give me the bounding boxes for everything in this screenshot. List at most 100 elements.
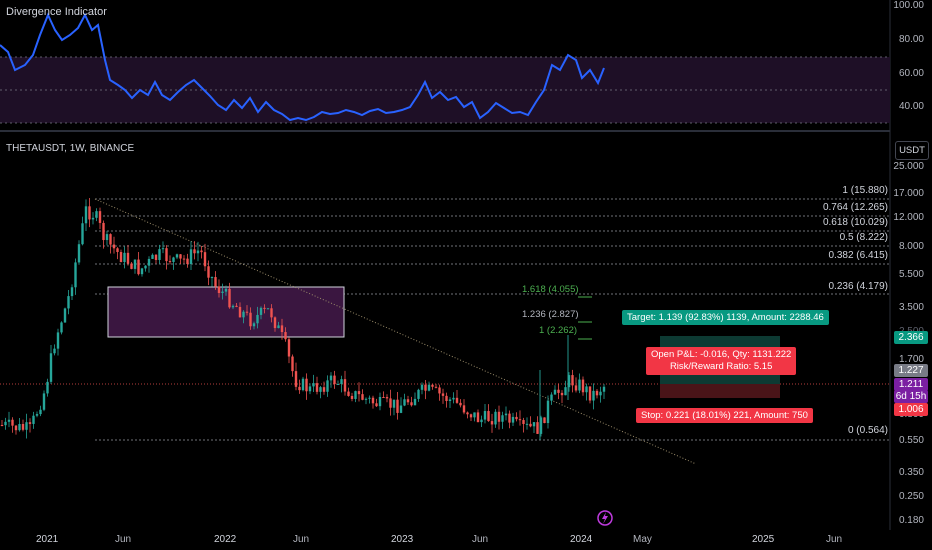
candle-body	[49, 353, 53, 382]
candle-body	[235, 305, 238, 307]
candle-body	[350, 395, 354, 399]
candle-body	[490, 421, 494, 425]
candle-body	[294, 371, 298, 387]
candle-body	[315, 383, 319, 392]
candle-body	[21, 424, 25, 430]
candle-body	[214, 277, 217, 287]
candle-body	[599, 391, 602, 396]
candle-body	[238, 306, 242, 318]
rsi-level-40: 40.00	[898, 101, 924, 112]
candle-body	[336, 384, 340, 386]
candle-body	[273, 317, 277, 329]
candle-body	[116, 248, 119, 253]
pnl-label[interactable]: Open P&L: -0.016, Qty: 1131.222 Risk/Rew…	[646, 347, 797, 375]
candle-body	[343, 379, 347, 392]
time-tick: 2021	[36, 534, 59, 545]
candle-body	[186, 258, 189, 264]
candle-body	[161, 248, 165, 250]
candle-body	[252, 323, 256, 327]
candle-body	[256, 314, 259, 324]
candle-body	[280, 325, 284, 333]
candle-body	[42, 393, 46, 410]
countdown-badge: 6d 15h	[894, 390, 928, 403]
candle-body	[452, 397, 455, 400]
time-tick: Jun	[826, 534, 843, 545]
candle-body	[319, 387, 322, 392]
candle-body	[312, 383, 315, 387]
price-tick: 1.700	[898, 354, 924, 365]
time-tick: 2025	[752, 534, 775, 545]
candle-body	[182, 258, 186, 260]
candle-body	[259, 307, 263, 315]
candle-body	[196, 250, 200, 254]
stop-price-badge: 1.006	[894, 403, 928, 416]
candle-body	[441, 393, 445, 396]
candle-body	[406, 399, 410, 403]
candle-body	[123, 252, 126, 263]
candle-body	[588, 386, 592, 401]
candle-body	[396, 399, 399, 413]
candle-body	[340, 379, 343, 385]
candle-body	[420, 384, 424, 390]
candle-body	[60, 322, 63, 333]
candle-body	[28, 422, 32, 424]
candle-body	[375, 403, 378, 407]
candle-body	[448, 399, 452, 402]
candle-body	[137, 259, 140, 275]
candle-body	[574, 385, 578, 391]
price-tick: 5.500	[898, 269, 924, 280]
fib-ext-label: 1 (2.262)	[539, 325, 578, 336]
candle-body	[462, 405, 466, 413]
candle-body	[4, 421, 7, 426]
candle-body	[364, 398, 368, 400]
candle-body	[172, 257, 175, 262]
candle-body	[585, 386, 588, 393]
candle-body	[529, 423, 532, 427]
candle-body	[434, 386, 438, 388]
candle-body	[522, 420, 525, 424]
candle-body	[354, 391, 357, 399]
time-tick: Jun	[115, 534, 132, 545]
event-lightning-icon[interactable]	[597, 510, 613, 526]
candle-body	[63, 308, 67, 323]
candle-body	[7, 419, 11, 422]
target-label[interactable]: Target: 1.139 (92.83%) 1139, Amount: 228…	[622, 310, 829, 325]
pnl-text: Open P&L: -0.016, Qty: 1131.222	[651, 349, 792, 360]
rsi-level-80: 80.00	[898, 34, 924, 45]
fib-label: 0.236 (4.179)	[828, 281, 889, 292]
candle-body	[497, 411, 501, 422]
candle-body	[466, 412, 469, 415]
price-tick: 0.250	[898, 491, 924, 502]
symbol-title[interactable]: THETAUSDT, 1W, BINANCE	[6, 143, 135, 154]
candle-body	[287, 339, 291, 357]
fib-label: 0.382 (6.415)	[828, 250, 889, 261]
candle-body	[459, 402, 462, 406]
candle-body	[518, 419, 522, 421]
candle-body	[109, 234, 112, 245]
candle-body	[112, 244, 116, 249]
time-tick: Jun	[293, 534, 310, 545]
risk-reward-text: Risk/Reward Ratio: 5.15	[669, 361, 773, 372]
candle-body	[515, 416, 518, 420]
fib-extension-lines[interactable]	[578, 296, 592, 340]
candle-body	[543, 417, 546, 424]
candle-body	[550, 394, 553, 401]
stop-label[interactable]: Stop: 0.221 (18.01%) 221, Amount: 750	[636, 408, 813, 423]
stop-zone[interactable]	[660, 384, 780, 398]
candle-body	[322, 387, 326, 392]
price-tick: 3.500	[898, 302, 924, 313]
candle-body	[564, 387, 567, 396]
candle-body	[578, 379, 581, 391]
candle-body	[487, 411, 490, 422]
candle-body	[553, 389, 557, 395]
candle-body	[144, 265, 147, 269]
candle-body	[378, 397, 382, 407]
currency-button[interactable]: USDT	[895, 141, 929, 160]
candle-body	[602, 386, 606, 392]
candle-body	[81, 223, 84, 245]
candle-body	[371, 397, 375, 404]
fib-label: 1 (15.880)	[842, 185, 888, 196]
candle-body	[368, 397, 371, 399]
